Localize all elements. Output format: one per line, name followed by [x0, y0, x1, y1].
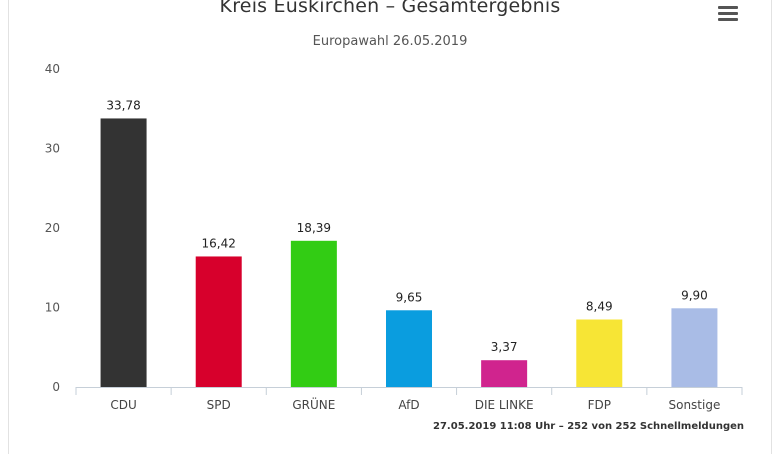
- data-label: 33,78: [106, 98, 140, 112]
- x-category-label: DIE LINKE: [475, 398, 534, 412]
- y-tick-label: 30: [45, 142, 60, 156]
- x-category-label: FDP: [588, 398, 611, 412]
- data-label: 8,49: [586, 300, 613, 314]
- data-label: 9,65: [396, 290, 423, 304]
- hamburger-menu-icon[interactable]: [718, 6, 738, 22]
- data-label: 3,37: [491, 340, 518, 354]
- y-tick-label: 10: [45, 301, 60, 315]
- y-tick-label: 20: [45, 221, 60, 235]
- data-label: 18,39: [297, 221, 331, 235]
- bar-grüne[interactable]: [290, 240, 337, 387]
- bar-die-linke[interactable]: [481, 360, 528, 387]
- x-category-label: GRÜNE: [292, 396, 335, 412]
- y-tick-label: 0: [52, 380, 60, 394]
- x-category-label: CDU: [110, 398, 136, 412]
- x-category-label: Sonstige: [668, 398, 720, 412]
- chart-subtitle: Europawahl 26.05.2019: [312, 34, 468, 49]
- bar-afd[interactable]: [386, 310, 432, 387]
- bar-chart: 0 10 20 30 40 33,78 CDU 16,42 SPD 18,39 GRÜNE 9,65 A…: [45, 62, 743, 412]
- bar-cdu[interactable]: [100, 118, 147, 387]
- bar-sonstige[interactable]: [671, 308, 718, 387]
- bar-spd[interactable]: [195, 256, 242, 387]
- data-label: 9,90: [681, 288, 708, 302]
- y-tick-label: 40: [45, 62, 60, 76]
- chart-title: Kreis Euskirchen – Gesamtergebnis: [219, 0, 561, 17]
- x-category-label: SPD: [207, 398, 231, 412]
- bar-fdp[interactable]: [576, 319, 623, 387]
- chart-frame: [8, 0, 772, 454]
- data-label: 16,42: [202, 236, 236, 250]
- footer-note: 27.05.2019 11:08 Uhr – 252 von 252 Schne…: [433, 421, 744, 432]
- x-category-label: AfD: [398, 398, 419, 412]
